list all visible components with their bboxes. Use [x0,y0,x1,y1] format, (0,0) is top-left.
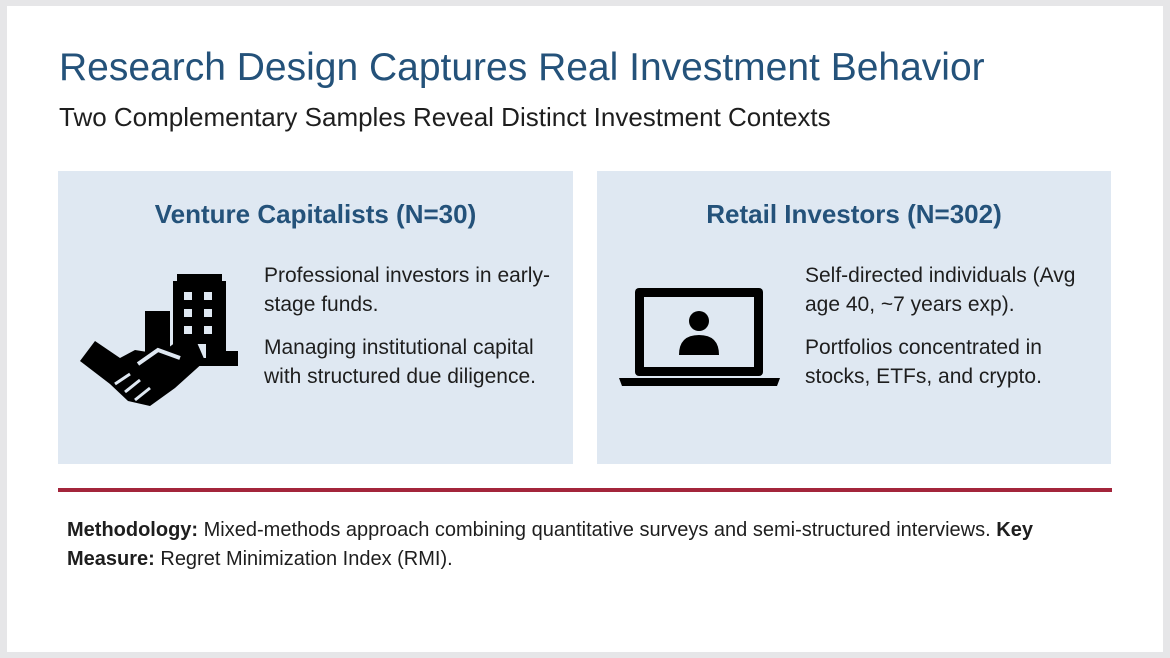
retail-investors-card: Retail Investors (N=302) Self-directed i… [597,171,1111,464]
key-measure-label: Key Measure: [67,519,1033,570]
card-paragraph: Professional investors in early-stage fu… [264,264,550,316]
card-heading: Venture Capitalists (N=30) [154,199,477,229]
divider [58,488,1112,492]
handshake-building-icon [80,274,238,406]
key-measure-text: Regret Minimization Index (RMI). [154,548,453,570]
card-paragraph: Self-directed individuals (Avg age 40, ~… [805,264,1076,316]
methodology-note: Methodology: Mixed-methods approach comb… [67,516,1107,574]
slide-title: Research Design Captures Real Investment… [59,46,985,89]
venture-capitalists-card: Venture Capitalists (N=30) Professional … [58,171,573,464]
methodology-text: Mixed-methods approach combining quantit… [198,519,997,541]
card-description: Self-directed individuals (Avg age 40, ~… [805,261,1105,405]
card-paragraph: Portfolios concentrated in stocks, ETFs,… [805,336,1042,388]
laptop-user-icon [619,288,780,386]
card-heading: Retail Investors (N=302) [706,199,1002,229]
card-paragraph: Managing institutional capital with stru… [264,336,536,388]
slide: Research Design Captures Real Investment… [7,6,1163,652]
slide-subtitle: Two Complementary Samples Reveal Distinc… [59,102,831,132]
methodology-label: Methodology: [67,519,199,541]
card-description: Professional investors in early-stage fu… [264,261,564,405]
